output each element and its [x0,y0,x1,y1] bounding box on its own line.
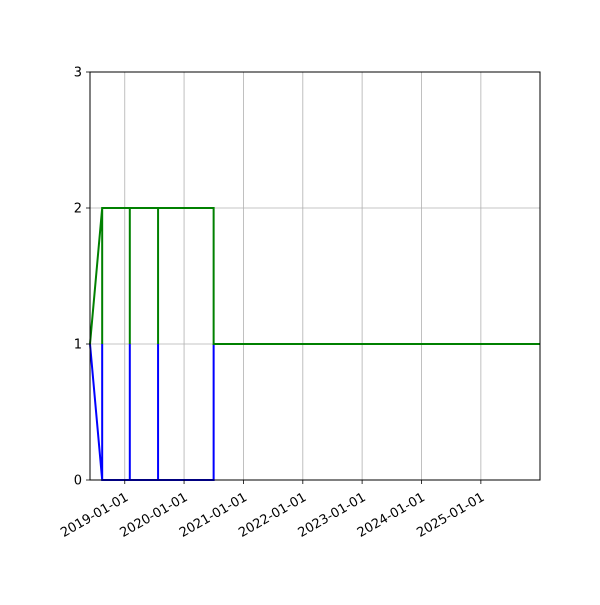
plot-frame [89,71,541,481]
series-line-2 [89,207,540,345]
y-tick-label: 3 [74,66,82,81]
y-tick-label: 1 [74,338,82,353]
y-tick-label: 0 [74,474,82,489]
y-axis: 0 1 2 3 [74,66,90,489]
y-tick-label: 2 [74,202,82,217]
